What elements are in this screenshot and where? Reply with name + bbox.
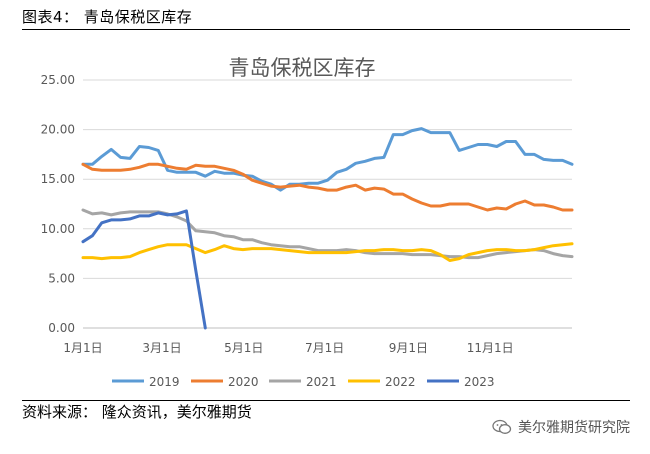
x-tick-label: 7月1日 [305, 341, 344, 355]
figure-title: 图表4： 青岛保税区库存 [22, 8, 193, 26]
legend-label-2023: 2023 [464, 375, 495, 389]
series-line-2020 [81, 162, 574, 212]
series-line-2023 [81, 209, 207, 330]
y-axis-ticks: 0.00 5.00 10.00 15.00 20.00 25.00 [41, 73, 75, 335]
bottom-rule [22, 400, 630, 401]
legend-label-2021: 2021 [306, 375, 337, 389]
top-rule [22, 29, 630, 30]
legend-label-2022: 2022 [385, 375, 416, 389]
legend-label-2020: 2020 [228, 375, 259, 389]
gridlines [83, 79, 572, 329]
y-tick-label: 25.00 [41, 73, 75, 87]
x-tick-label: 5月1日 [224, 341, 263, 355]
y-tick-label: 0.00 [48, 321, 75, 335]
line-chart: 青岛保税区库存 0.00 5.00 10.00 15.00 20.00 25.00 1月1… [41, 56, 574, 389]
y-tick-label: 20.00 [41, 123, 75, 137]
x-tick-label: 3月1日 [142, 341, 181, 355]
y-tick-label: 10.00 [41, 222, 75, 236]
series-line-2022 [81, 242, 574, 262]
watermark-text: 美尔雅期货研究院 [518, 420, 630, 436]
y-tick-label: 5.00 [48, 271, 75, 285]
series-lines [81, 127, 574, 330]
x-axis-ticks: 1月1日 3月1日 5月1日 7月1日 9月1日 11月1日 [63, 341, 513, 355]
y-tick-label: 15.00 [41, 172, 75, 186]
x-tick-label: 9月1日 [389, 341, 428, 355]
source-note: 资料来源： 隆众资讯，美尔雅期货 [22, 403, 252, 421]
watermark: 美尔雅期货研究院 [492, 417, 630, 437]
x-tick-label: 11月1日 [467, 341, 514, 355]
chart-title: 青岛保税区库存 [229, 56, 376, 80]
legend-label-2019: 2019 [149, 375, 180, 389]
legend: 2019 2020 2021 2022 2023 [112, 375, 495, 389]
series-line-2019 [81, 127, 574, 192]
x-tick-label: 1月1日 [63, 341, 102, 355]
wechat-icon [492, 419, 512, 434]
